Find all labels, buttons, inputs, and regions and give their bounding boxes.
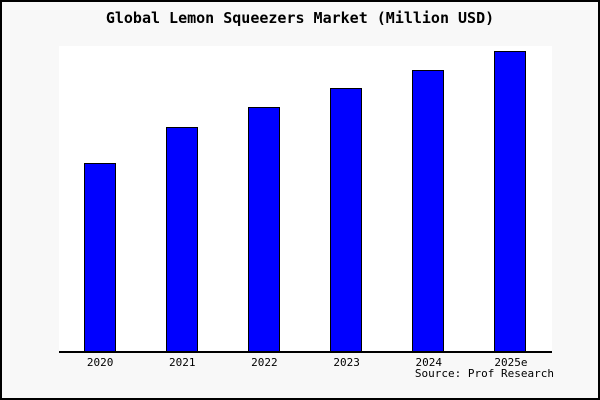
bar-2025e bbox=[494, 51, 527, 351]
x-tick-label-2024: 2024 bbox=[415, 356, 443, 369]
x-tick-label-2021: 2021 bbox=[169, 356, 196, 369]
bar-2021 bbox=[165, 127, 198, 351]
x-axis-ticks: 2020 2021 2022 2023 2024 2025e bbox=[59, 356, 552, 370]
x-tick-label-2023: 2023 bbox=[333, 356, 360, 369]
x-tick-label-2020: 2020 bbox=[86, 356, 114, 369]
bar-2022 bbox=[247, 107, 280, 351]
x-tick-label-2022: 2022 bbox=[251, 356, 278, 369]
chart-title: Global Lemon Squeezers Market (Million U… bbox=[105, 9, 495, 27]
source-note: Source: Prof Research bbox=[414, 367, 554, 380]
x-tick-label-2025e: 2025e bbox=[494, 356, 528, 369]
bar-2020 bbox=[83, 163, 116, 351]
bar-2023 bbox=[330, 88, 363, 351]
bar-2024 bbox=[412, 70, 445, 351]
plot-area bbox=[59, 46, 552, 353]
